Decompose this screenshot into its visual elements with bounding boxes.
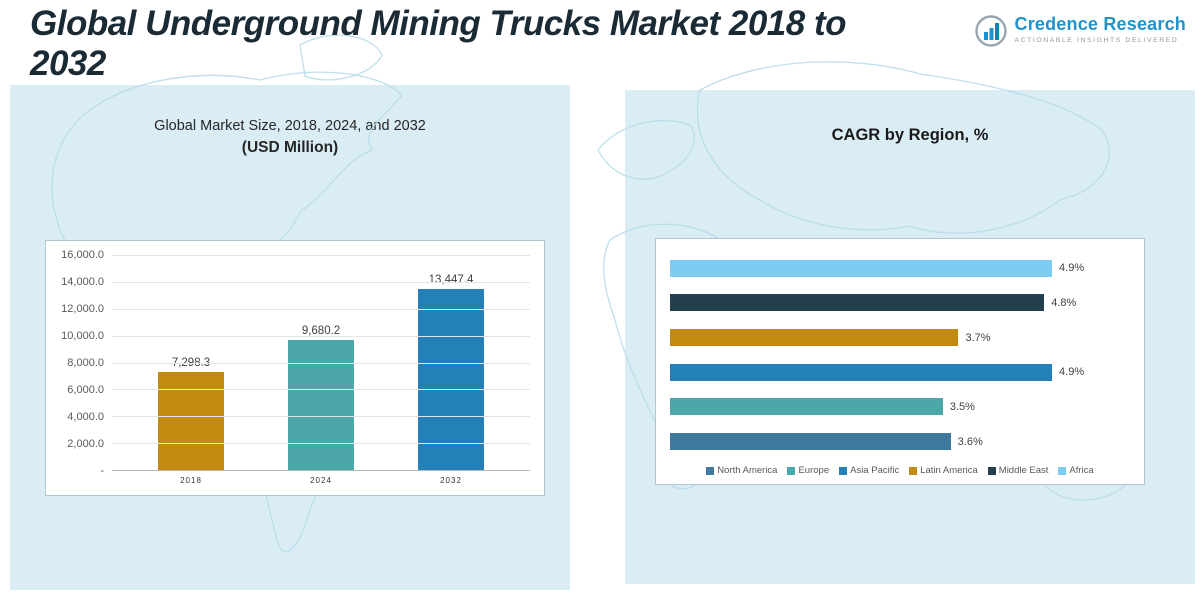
vertical-bar-chart: 16,000.0 14,000.0 12,000.0 10,000.0 8,000.0 6… — [46, 241, 544, 495]
page-title-line1: Global Underground Mining Trucks Market … — [30, 4, 847, 43]
legend-item-africa: Africa — [1058, 465, 1094, 476]
legend-item-latin-america: Latin America — [909, 465, 978, 476]
legend-item-middle-east: Middle East — [987, 465, 1049, 476]
logo-text: Credence Research Actionable Insights De… — [1015, 14, 1187, 44]
bar-2032 — [418, 289, 484, 470]
legend: North America Europe Asia Pacific Latin Ame… — [670, 459, 1130, 476]
cagr-bar-Europe — [670, 398, 943, 416]
y-tick-label: 4,000.0 — [67, 411, 104, 423]
legend-swatch — [909, 466, 918, 475]
gridline — [112, 308, 530, 310]
cagr-bar-Latin America — [670, 329, 959, 347]
cagr-value-label: 4.9% — [1059, 366, 1085, 379]
gridline — [112, 416, 530, 418]
legend-label: Asia Pacific — [850, 465, 900, 476]
x-labels: 2018 2024 2032 — [112, 471, 530, 491]
bar-column-2032: 13,447.4 — [418, 255, 484, 470]
header: Global Underground Mining Trucks Market … — [30, 4, 1186, 83]
y-axis: 16,000.0 14,000.0 12,000.0 10,000.0 8,000.0 6… — [48, 249, 112, 477]
gridline — [112, 335, 530, 337]
market-size-subtitle: Global Market Size, 2018, 2024, and 2032 — [154, 118, 426, 134]
logo-brand: Credence Research — [1014, 14, 1186, 34]
cagr-row-Asia Pacific: 4.9% — [670, 363, 1130, 381]
bar-2024 — [288, 339, 354, 470]
legend-label: North America — [717, 465, 778, 476]
gridline — [112, 281, 530, 283]
legend-swatch — [1058, 466, 1067, 475]
bar-2018 — [158, 371, 224, 470]
bar-value-label: 13,447.4 — [428, 274, 474, 287]
legend-swatch — [839, 466, 848, 475]
gridline — [112, 362, 530, 364]
x-tick-label: 2018 — [180, 476, 202, 485]
legend-item-asia-pacific: Asia Pacific — [839, 465, 899, 476]
market-size-panel-title: Global Market Size, 2018, 2024, and 2032… — [10, 118, 570, 157]
market-size-chart: 16,000.0 14,000.0 12,000.0 10,000.0 8,000.0 6… — [45, 240, 545, 496]
gridline — [112, 255, 530, 256]
y-tick-label: 12,000.0 — [61, 303, 104, 315]
cagr-value-label: 4.8% — [1051, 296, 1077, 309]
page-title-line2: 2032 — [30, 43, 106, 83]
horizontal-bar-chart: 4.9% 4.8% 3.7% 4.9% 3.5% 3.6% North America Eu… — [656, 239, 1144, 484]
cagr-bar-North America — [670, 433, 951, 451]
gridline — [112, 443, 530, 445]
cagr-value-label: 3.5% — [949, 400, 975, 413]
logo-bar-chart-icon — [974, 15, 1007, 47]
logo-tagline: Actionable Insights Delivered — [1014, 37, 1179, 44]
cagr-panel-title: CAGR by Region, % — [831, 126, 989, 144]
y-tick-label: 10,000.0 — [61, 330, 104, 342]
page-title: Global Underground Mining Trucks Market … — [30, 4, 847, 83]
plot-area: 7,298.3 9,680.2 13,447.4 — [112, 255, 530, 471]
legend-label: Africa — [1069, 465, 1094, 476]
cagr-row-Europe: 3.5% — [670, 398, 1130, 416]
legend-label: Middle East — [998, 465, 1049, 476]
cagr-chart: 4.9% 4.8% 3.7% 4.9% 3.5% 3.6% North America Eu… — [655, 238, 1145, 485]
credence-research-logo: Credence Research Actionable Insights De… — [974, 14, 1187, 48]
bar-column-2018: 7,298.3 — [158, 255, 224, 470]
hbars: 4.9% 4.8% 3.7% 4.9% 3.5% 3.6% — [670, 251, 1130, 459]
y-tick-label: 16,000.0 — [61, 249, 104, 261]
cagr-value-label: 4.9% — [1059, 262, 1085, 275]
y-tick-label: - — [100, 465, 104, 477]
cagr-bar-Middle East — [670, 294, 1045, 312]
legend-swatch — [706, 466, 715, 475]
legend-item-north-america: North America — [706, 465, 777, 476]
y-tick-label: 2,000.0 — [67, 438, 104, 450]
cagr-bar-Asia Pacific — [670, 363, 1053, 381]
y-tick-label: 14,000.0 — [61, 276, 104, 288]
x-tick-label: 2024 — [310, 476, 332, 485]
y-tick-label: 6,000.0 — [67, 384, 104, 396]
legend-swatch — [787, 466, 796, 475]
cagr-value-label: 3.7% — [965, 331, 991, 344]
cagr-row-Latin America: 3.7% — [670, 329, 1130, 347]
cagr-value-label: 3.6% — [957, 435, 983, 448]
legend-label: Europe — [798, 465, 830, 476]
cagr-row-Africa: 4.9% — [670, 259, 1130, 277]
cagr-row-Middle East: 4.8% — [670, 294, 1130, 312]
y-tick-label: 8,000.0 — [67, 357, 104, 369]
market-size-unit: (USD Million) — [241, 139, 339, 156]
gridline — [112, 389, 530, 391]
cagr-row-North America: 3.6% — [670, 433, 1130, 451]
x-tick-label: 2032 — [440, 476, 462, 485]
cagr-bar-Africa — [670, 259, 1053, 277]
legend-label: Latin America — [920, 465, 978, 476]
legend-item-europe: Europe — [787, 465, 829, 476]
legend-swatch — [987, 466, 996, 475]
